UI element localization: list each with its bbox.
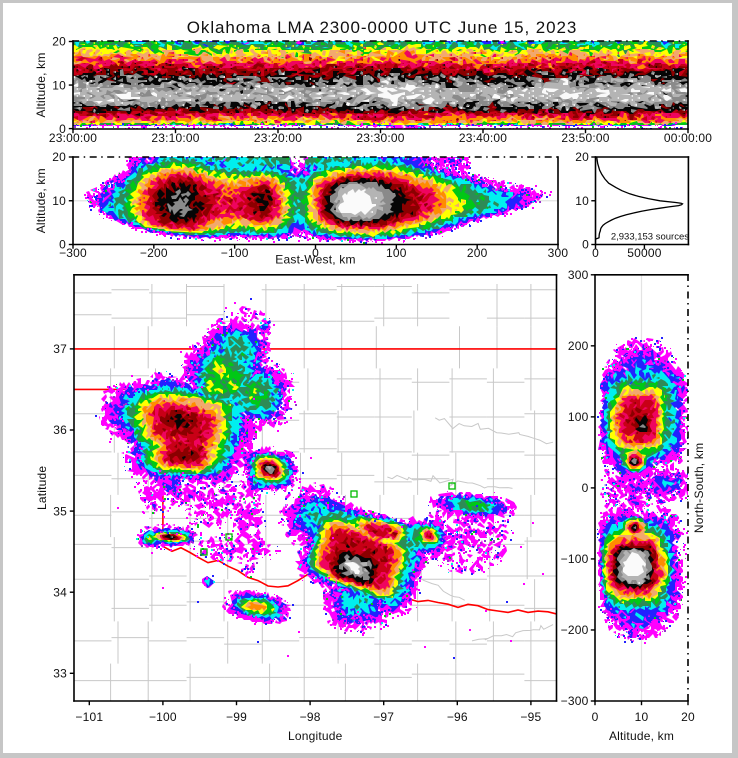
svg-text:−101: −101: [75, 710, 103, 724]
svg-text:10: 10: [575, 194, 589, 208]
svg-text:100: 100: [386, 246, 407, 260]
svg-text:−200: −200: [140, 246, 168, 260]
svg-text:0: 0: [592, 710, 599, 724]
svg-text:10: 10: [52, 194, 66, 208]
svg-text:Longitude: Longitude: [288, 729, 343, 743]
svg-text:0: 0: [59, 122, 66, 136]
svg-text:23:20:00: 23:20:00: [254, 131, 302, 145]
svg-text:−100: −100: [561, 552, 589, 566]
svg-text:North-South, km: North-South, km: [692, 443, 706, 533]
svg-text:10: 10: [52, 78, 66, 92]
svg-text:23:50:00: 23:50:00: [561, 131, 609, 145]
svg-text:East-West, km: East-West, km: [275, 253, 355, 267]
svg-text:2,933,153 sources: 2,933,153 sources: [611, 232, 689, 243]
svg-text:0: 0: [582, 481, 589, 495]
svg-text:37: 37: [53, 342, 67, 356]
svg-text:20: 20: [681, 710, 695, 724]
svg-text:Altitude, km: Altitude, km: [34, 168, 48, 233]
svg-text:0: 0: [582, 238, 589, 252]
svg-text:−100: −100: [149, 710, 177, 724]
svg-text:−300: −300: [59, 246, 87, 260]
svg-text:−98: −98: [300, 710, 321, 724]
svg-text:Latitude: Latitude: [35, 466, 49, 510]
svg-text:200: 200: [568, 339, 589, 353]
svg-text:300: 300: [548, 246, 569, 260]
svg-text:20: 20: [52, 35, 66, 49]
svg-text:−96: −96: [447, 710, 468, 724]
svg-text:0: 0: [59, 238, 66, 252]
svg-text:300: 300: [568, 268, 589, 282]
svg-text:10: 10: [635, 710, 649, 724]
svg-text:0: 0: [312, 246, 319, 260]
svg-text:0: 0: [592, 246, 599, 260]
svg-text:−95: −95: [520, 710, 541, 724]
svg-text:−100: −100: [221, 246, 249, 260]
svg-text:35: 35: [53, 504, 67, 518]
svg-text:50000: 50000: [627, 246, 661, 260]
svg-text:100: 100: [568, 410, 589, 424]
svg-text:00:00:00: 00:00:00: [664, 131, 712, 145]
svg-text:36: 36: [53, 423, 67, 437]
svg-text:23:00:00: 23:00:00: [49, 131, 97, 145]
svg-text:23:30:00: 23:30:00: [356, 131, 404, 145]
svg-text:34: 34: [53, 585, 67, 599]
svg-text:−200: −200: [561, 623, 589, 637]
svg-text:23:10:00: 23:10:00: [151, 131, 199, 145]
svg-text:33: 33: [53, 667, 67, 681]
svg-text:−97: −97: [373, 710, 394, 724]
svg-text:Oklahoma LMA 2300-0000 UTC Jun: Oklahoma LMA 2300-0000 UTC June 15, 2023: [187, 18, 577, 37]
svg-text:20: 20: [52, 150, 66, 164]
svg-text:−99: −99: [226, 710, 247, 724]
svg-text:20: 20: [575, 150, 589, 164]
svg-text:−300: −300: [561, 694, 589, 708]
svg-text:Altitude, km: Altitude, km: [609, 729, 674, 743]
svg-text:200: 200: [467, 246, 488, 260]
svg-text:23:40:00: 23:40:00: [459, 131, 507, 145]
svg-text:Altitude, km: Altitude, km: [34, 52, 48, 117]
